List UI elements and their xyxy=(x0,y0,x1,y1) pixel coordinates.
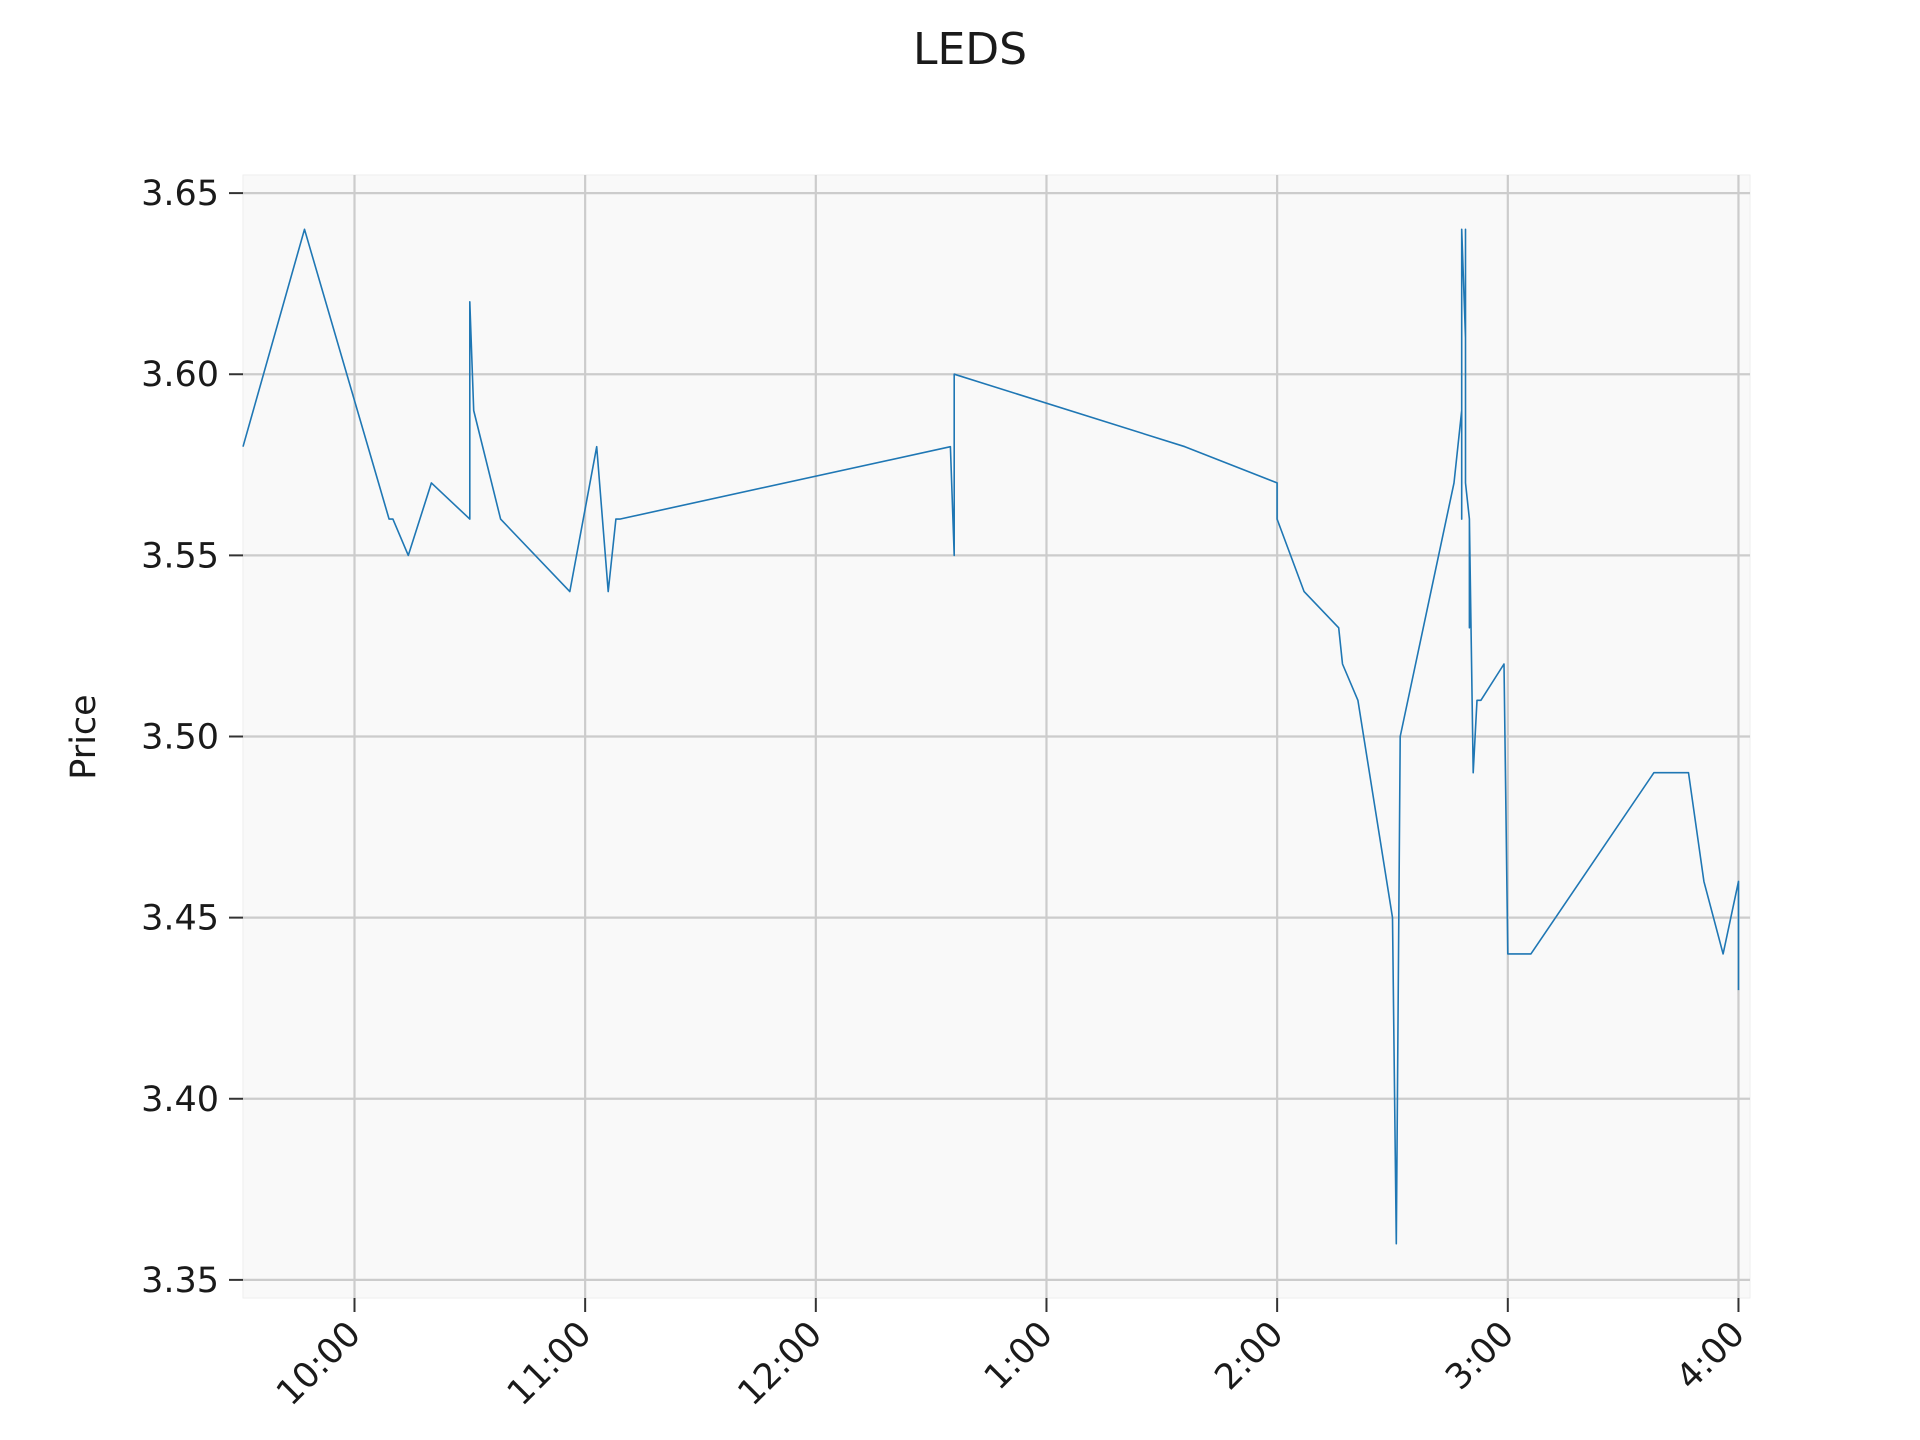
x-tick-label: 3:00 xyxy=(1438,1314,1522,1398)
x-tick-label: 10:00 xyxy=(269,1314,369,1414)
y-tick-label: 3.40 xyxy=(141,1080,219,1120)
y-tick-label: 3.65 xyxy=(141,174,219,214)
x-tick-label: 11:00 xyxy=(500,1314,600,1414)
y-tick-label: 3.35 xyxy=(141,1261,219,1301)
y-axis: 3.35 3.40 3.45 3.50 3.55 3.60 3.65 xyxy=(141,174,243,1301)
y-tick-label: 3.55 xyxy=(141,536,219,576)
y-tick-label: 3.50 xyxy=(141,718,219,758)
y-axis-label: Price xyxy=(64,694,104,779)
x-axis: 10:00 11:00 12:00 1:00 2:00 3:00 4:00 xyxy=(269,1298,1753,1414)
grid xyxy=(243,175,1750,1298)
x-tick-label: 4:00 xyxy=(1669,1314,1753,1398)
series-line-leds xyxy=(242,228,1740,1245)
y-tick-label: 3.45 xyxy=(141,899,219,939)
x-tick-label: 12:00 xyxy=(731,1314,831,1414)
x-tick-label: 2:00 xyxy=(1208,1314,1292,1398)
y-tick-label: 3.60 xyxy=(141,355,219,395)
x-tick-label: 1:00 xyxy=(977,1314,1061,1398)
chart-title: LEDS xyxy=(913,24,1027,75)
